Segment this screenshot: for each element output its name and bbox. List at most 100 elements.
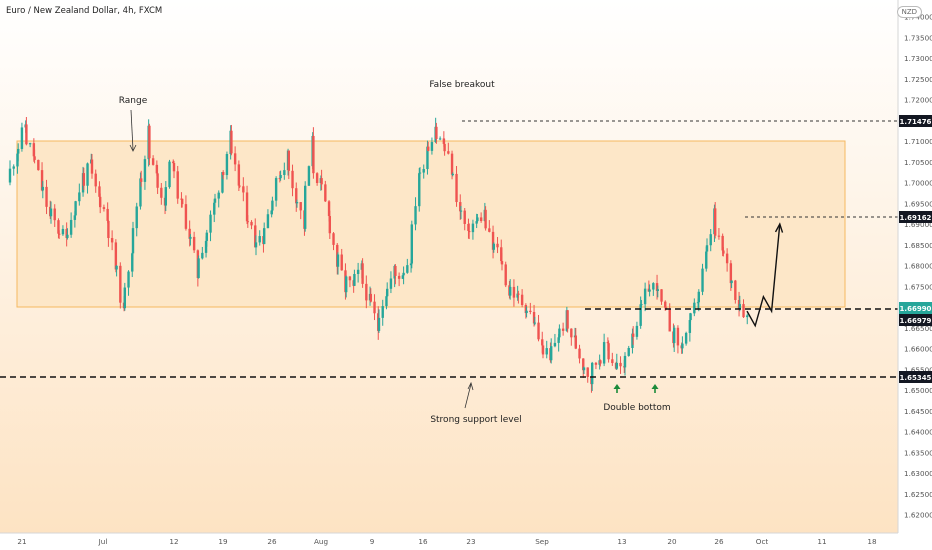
price-tick-label: 1.69000: [904, 220, 932, 229]
candle-body: [545, 348, 548, 355]
candle-body: [151, 158, 155, 165]
candle-body: [517, 293, 520, 295]
candle-body: [705, 251, 708, 269]
candle-body: [119, 265, 122, 303]
price-label-box: [899, 302, 932, 314]
candle-body: [602, 342, 606, 364]
price-tick-label: 1.62000: [904, 511, 932, 520]
candle-body: [504, 264, 507, 286]
candle-body: [221, 172, 224, 193]
candle-body: [140, 178, 143, 182]
candle-body: [205, 232, 208, 241]
candle-body: [58, 233, 61, 235]
candle-body: [430, 142, 434, 151]
candle-body: [181, 198, 184, 205]
candle-body: [320, 178, 323, 185]
candle-body: [524, 305, 528, 314]
candle-body: [406, 265, 409, 273]
candle-body: [238, 185, 241, 187]
candle-body: [148, 125, 151, 159]
candle-body: [730, 280, 733, 284]
price-axis[interactable]: 1.740001.735001.730001.725001.720001.715…: [904, 13, 932, 520]
candle-body: [488, 228, 491, 232]
candle-body: [533, 322, 536, 324]
candle-body: [143, 159, 147, 182]
candle-body: [742, 304, 745, 318]
candle-body: [722, 250, 725, 254]
candle-body: [541, 339, 544, 346]
candle-body: [705, 245, 709, 252]
candle-body: [668, 309, 671, 332]
candle-body: [599, 360, 602, 364]
candle-body: [295, 202, 299, 204]
candle-body: [734, 280, 737, 301]
time-axis[interactable]: 21 Jul 12 19 26 Aug 9 16 23 Sep 13 20 26 Oct 11 18: [17, 537, 877, 546]
currency-badge[interactable]: NZD: [896, 6, 922, 18]
candle-body: [746, 315, 749, 318]
double-bottom-arrow-head-1: [613, 384, 621, 389]
candle-body: [66, 234, 69, 238]
projection-group: [746, 222, 784, 328]
annotations-group: Range False breakout Strong support level D…: [119, 80, 671, 425]
candle-body: [127, 271, 130, 288]
candle-body: [270, 210, 273, 215]
candle-body: [12, 166, 15, 169]
candle-body: [729, 263, 733, 284]
price-tick-label: 1.73000: [904, 54, 932, 63]
candle-body: [500, 247, 503, 262]
candle-body: [356, 269, 360, 274]
candle-body: [69, 219, 73, 235]
candle-body: [496, 243, 499, 248]
candle-body: [78, 192, 81, 202]
candle-body: [20, 127, 24, 149]
candle-body: [94, 173, 97, 187]
price-tick-label: 1.66000: [904, 345, 932, 354]
candle-body: [254, 242, 258, 248]
candle-body: [442, 138, 446, 144]
candle-body: [459, 202, 462, 212]
candle-body: [709, 234, 712, 246]
candle-body: [725, 253, 729, 264]
candle-body: [484, 209, 487, 229]
candle-body: [648, 289, 651, 292]
candle-body: [258, 236, 261, 243]
candle-body: [414, 206, 417, 225]
candle-body: [656, 289, 659, 291]
candle-body: [714, 208, 717, 236]
candle-body: [41, 186, 44, 191]
candle-body: [160, 187, 163, 198]
candle-body: [204, 240, 208, 253]
candle-body: [652, 283, 655, 290]
candle-body: [443, 143, 446, 152]
candle-body: [176, 171, 179, 199]
candle-body: [246, 221, 249, 223]
candle-body: [631, 333, 634, 348]
time-tick-label: 26: [267, 537, 277, 546]
candle-body: [664, 301, 667, 308]
candle-body: [689, 313, 692, 321]
time-tick-label: 16: [418, 537, 428, 546]
candle-body: [681, 343, 684, 349]
candle-body: [295, 188, 298, 204]
candle-body: [49, 208, 53, 217]
candles-group: [8, 117, 749, 393]
candle-body: [74, 201, 77, 216]
projection-path: [746, 223, 781, 328]
candle-body: [327, 201, 331, 217]
price-tick-label: 1.72000: [904, 96, 932, 105]
price-tick-label: 1.73500: [904, 33, 932, 42]
time-tick-label: Jul: [98, 537, 108, 546]
candle-body: [435, 126, 438, 139]
candle-body: [172, 161, 175, 163]
price-tick-label: 1.62500: [904, 490, 932, 499]
price-tick-label: 1.65500: [904, 365, 932, 374]
candle-body: [40, 170, 44, 191]
candle-body: [271, 200, 274, 211]
candle-body: [86, 163, 89, 186]
price-tick-label: 1.72500: [904, 75, 932, 84]
price-tick-label: 1.63000: [904, 469, 932, 478]
candle-body: [471, 223, 475, 233]
double-bottom-arrow-head-2: [651, 384, 659, 389]
candle-body: [278, 178, 282, 180]
